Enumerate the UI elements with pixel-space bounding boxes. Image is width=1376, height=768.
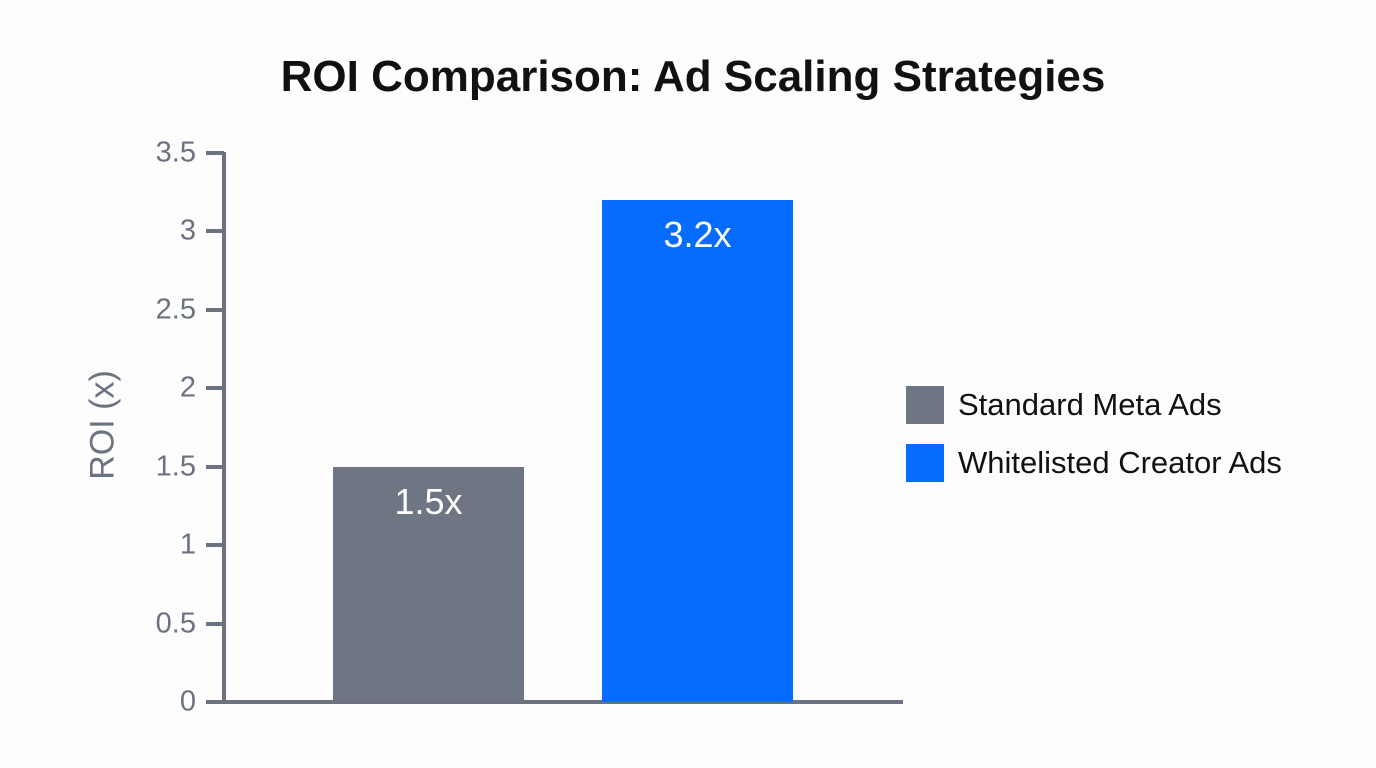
- y-tick: [206, 307, 224, 312]
- y-tick-label: 3: [179, 214, 196, 247]
- y-tick-label: 1: [179, 528, 196, 561]
- legend-item-standard-meta-ads: Standard Meta Ads: [906, 386, 1282, 424]
- legend-item-whitelisted-creator-ads: Whitelisted Creator Ads: [906, 444, 1282, 482]
- y-tick-label: 2.5: [155, 293, 196, 325]
- legend: Standard Meta Ads Whitelisted Creator Ad…: [906, 386, 1282, 502]
- chart-title: ROI Comparison: Ad Scaling Strategies: [280, 52, 1106, 101]
- y-tick-label: 3.5: [155, 136, 196, 168]
- y-axis-line: [222, 152, 226, 704]
- legend-label: Whitelisted Creator Ads: [958, 445, 1282, 480]
- bar-value-label: 1.5x: [394, 480, 463, 522]
- y-tick: [206, 543, 224, 547]
- y-tick: [206, 150, 224, 155]
- bar-whitelisted-creator-ads: 3.2x: [602, 199, 793, 702]
- y-tick-label: 1.5: [155, 450, 196, 482]
- bar-standard-meta-ads: 1.5x: [333, 466, 524, 702]
- legend-swatch: [906, 444, 944, 482]
- y-tick: [206, 621, 224, 626]
- legend-swatch: [906, 386, 944, 424]
- y-tick: [206, 229, 224, 233]
- y-tick-label: 0: [179, 685, 196, 718]
- y-tick-label: 2: [179, 371, 196, 404]
- y-tick-label: 0.5: [155, 607, 196, 639]
- y-tick: [206, 386, 224, 390]
- legend-label: Standard Meta Ads: [958, 387, 1222, 422]
- x-axis-line: [206, 700, 903, 704]
- bar-value-label: 3.2x: [663, 213, 732, 255]
- y-tick: [206, 464, 224, 469]
- y-axis-label: ROI (x): [83, 370, 122, 480]
